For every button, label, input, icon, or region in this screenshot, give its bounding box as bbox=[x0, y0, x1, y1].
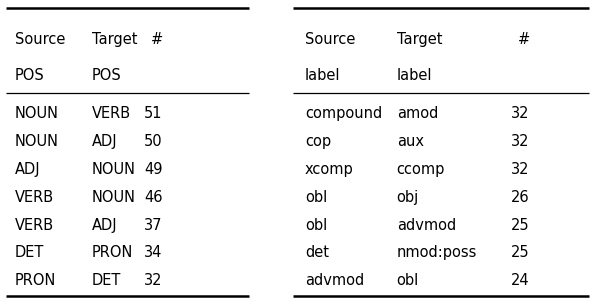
Text: VERB: VERB bbox=[15, 218, 54, 233]
Text: cop: cop bbox=[305, 134, 331, 149]
Text: advmod: advmod bbox=[305, 273, 364, 288]
Text: 32: 32 bbox=[144, 273, 163, 288]
Text: 46: 46 bbox=[144, 190, 163, 205]
Text: 32: 32 bbox=[511, 106, 530, 121]
Text: DET: DET bbox=[92, 273, 121, 288]
Text: det: det bbox=[305, 245, 329, 260]
Text: DET: DET bbox=[15, 245, 44, 260]
Text: nmod:poss: nmod:poss bbox=[397, 245, 477, 260]
Text: VERB: VERB bbox=[92, 106, 131, 121]
Text: 49: 49 bbox=[144, 162, 163, 177]
Text: Source: Source bbox=[15, 32, 65, 47]
Text: Source: Source bbox=[305, 32, 355, 47]
Text: 51: 51 bbox=[144, 106, 163, 121]
Text: PRON: PRON bbox=[15, 273, 56, 288]
Text: Target: Target bbox=[92, 32, 137, 47]
Text: obj: obj bbox=[397, 190, 419, 205]
Text: obl: obl bbox=[397, 273, 419, 288]
Text: NOUN: NOUN bbox=[92, 190, 136, 205]
Text: ADJ: ADJ bbox=[92, 218, 117, 233]
Text: NOUN: NOUN bbox=[92, 162, 136, 177]
Text: 34: 34 bbox=[144, 245, 163, 260]
Text: NOUN: NOUN bbox=[15, 106, 59, 121]
Text: ADJ: ADJ bbox=[92, 134, 117, 149]
Text: label: label bbox=[397, 68, 432, 83]
Text: #: # bbox=[150, 32, 163, 47]
Text: xcomp: xcomp bbox=[305, 162, 353, 177]
Text: label: label bbox=[305, 68, 340, 83]
Text: 25: 25 bbox=[511, 245, 530, 260]
Text: #: # bbox=[517, 32, 530, 47]
Text: ccomp: ccomp bbox=[397, 162, 445, 177]
Text: ADJ: ADJ bbox=[15, 162, 40, 177]
Text: 50: 50 bbox=[144, 134, 163, 149]
Text: obl: obl bbox=[305, 218, 327, 233]
Text: amod: amod bbox=[397, 106, 438, 121]
Text: aux: aux bbox=[397, 134, 424, 149]
Text: Target: Target bbox=[397, 32, 442, 47]
Text: 32: 32 bbox=[511, 162, 530, 177]
Text: 25: 25 bbox=[511, 218, 530, 233]
Text: VERB: VERB bbox=[15, 190, 54, 205]
Text: POS: POS bbox=[92, 68, 121, 83]
Text: 24: 24 bbox=[511, 273, 530, 288]
Text: 26: 26 bbox=[511, 190, 530, 205]
Text: PRON: PRON bbox=[92, 245, 133, 260]
Text: NOUN: NOUN bbox=[15, 134, 59, 149]
Text: 37: 37 bbox=[144, 218, 163, 233]
Text: 32: 32 bbox=[511, 134, 530, 149]
Text: advmod: advmod bbox=[397, 218, 456, 233]
Text: compound: compound bbox=[305, 106, 382, 121]
Text: obl: obl bbox=[305, 190, 327, 205]
Text: POS: POS bbox=[15, 68, 44, 83]
